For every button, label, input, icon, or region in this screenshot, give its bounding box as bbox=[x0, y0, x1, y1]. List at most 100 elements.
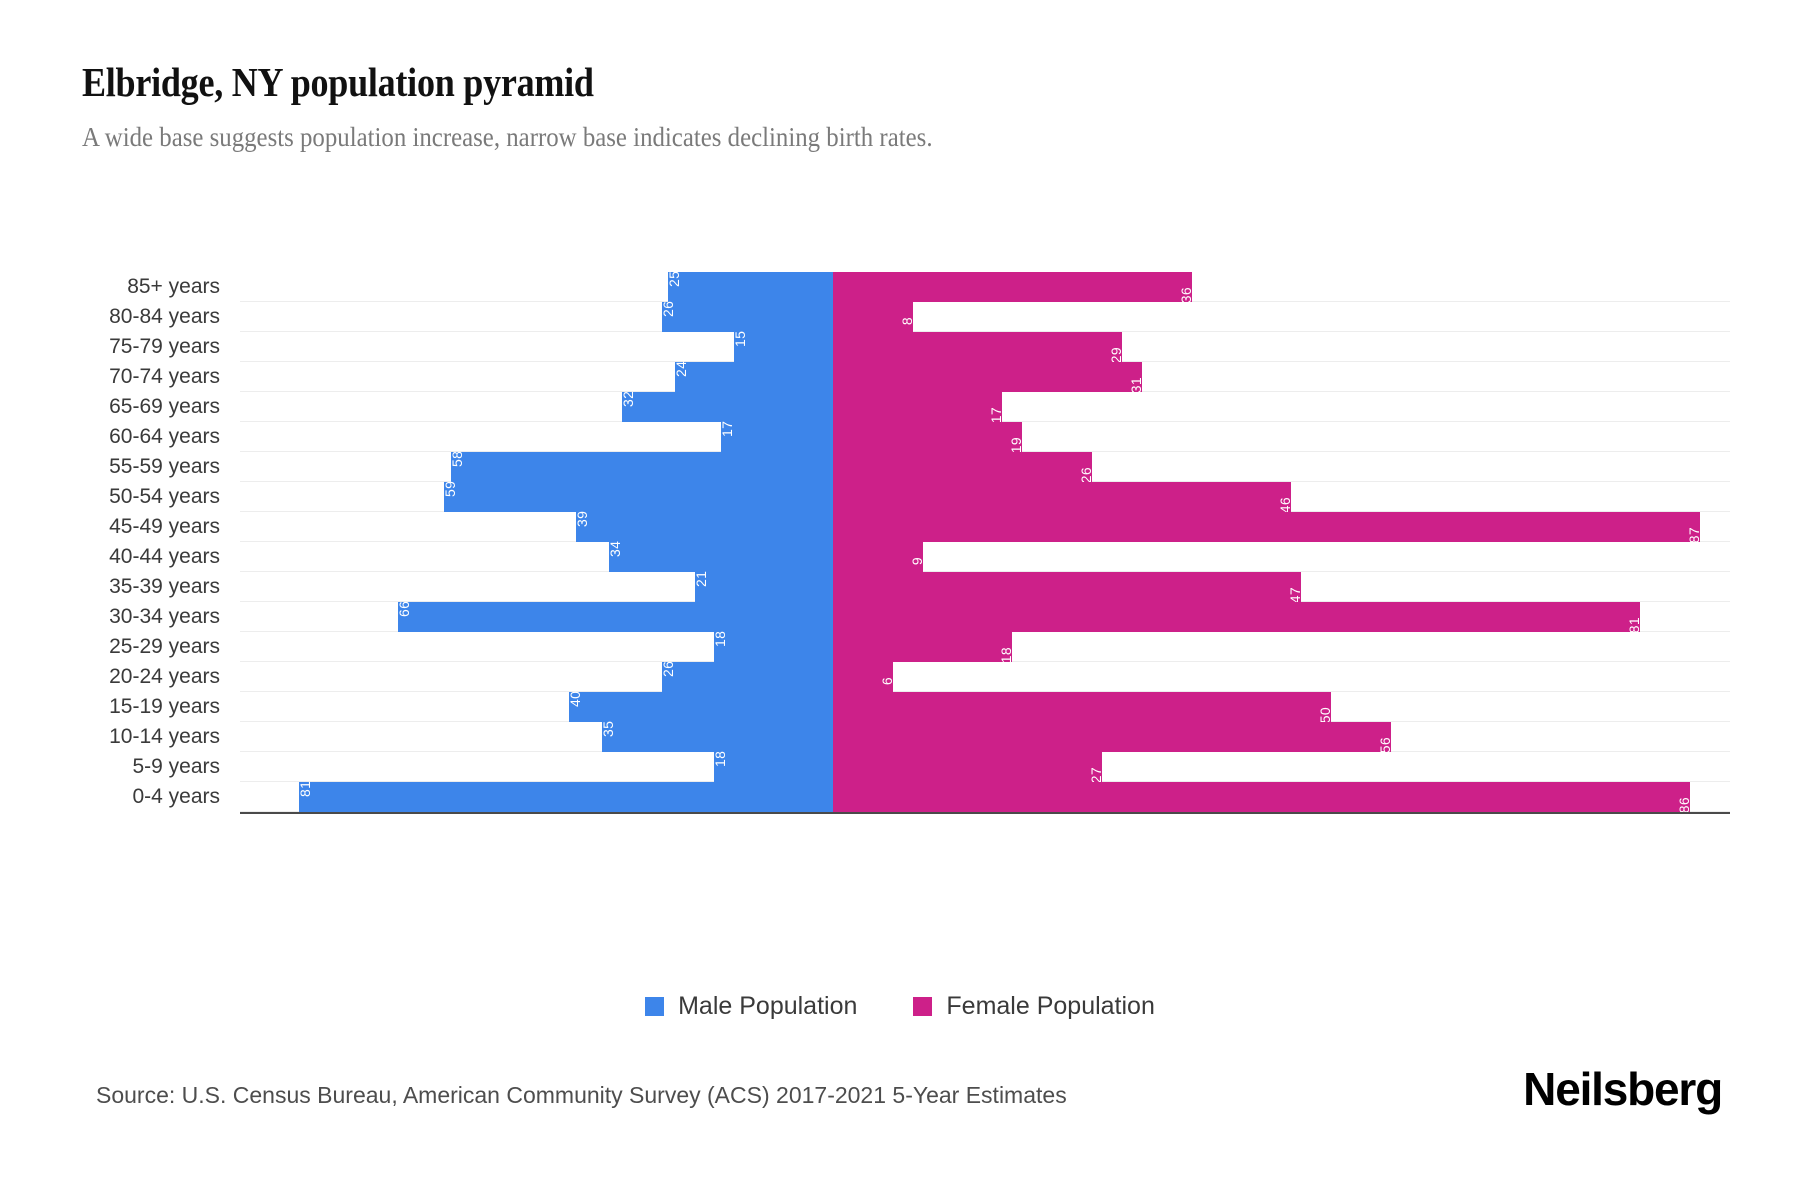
bar-value-female: 18 bbox=[998, 647, 1014, 664]
bar-value-male: 26 bbox=[660, 660, 676, 677]
bar-row: 81 86 bbox=[240, 780, 1730, 813]
bar-female[interactable]: 86 bbox=[833, 782, 1692, 813]
bar-male[interactable]: 18 bbox=[712, 750, 833, 782]
bar-female[interactable]: 31 bbox=[833, 362, 1144, 393]
bar-female[interactable]: 27 bbox=[833, 752, 1104, 783]
bar-female[interactable]: 18 bbox=[833, 632, 1014, 664]
bar-value-female: 9 bbox=[909, 557, 925, 566]
brand-logo: Neilsberg bbox=[1523, 1063, 1723, 1115]
bar-male[interactable]: 32 bbox=[620, 390, 833, 422]
bar-female[interactable]: 50 bbox=[833, 692, 1333, 724]
axis-tick-label: 65-69 years bbox=[109, 395, 220, 418]
bar-row: 40 50 bbox=[240, 691, 1730, 724]
bar-value-female: 50 bbox=[1317, 707, 1333, 724]
y-axis-labels: 85+ years 80-84 years 75-79 years 70-74 yea… bbox=[0, 272, 228, 812]
bar-value-male: 81 bbox=[297, 780, 313, 797]
bar-male[interactable]: 15 bbox=[732, 331, 833, 362]
axis-tick-label: 70-74 years bbox=[109, 365, 220, 388]
bar-female[interactable]: 17 bbox=[833, 392, 1004, 424]
bar-value-male: 18 bbox=[712, 750, 728, 767]
legend-label-female: Female Population bbox=[946, 992, 1155, 1020]
bar-female[interactable]: 19 bbox=[833, 422, 1024, 454]
bar-value-female: 17 bbox=[988, 407, 1004, 424]
bar-value-female: 8 bbox=[899, 317, 915, 326]
axis-tick-label: 10-14 years bbox=[109, 725, 220, 748]
bar-row: 58 26 bbox=[240, 450, 1730, 484]
bar-value-female: 26 bbox=[1078, 467, 1094, 484]
bar-value-female: 56 bbox=[1377, 737, 1393, 754]
bar-value-male: 24 bbox=[673, 360, 689, 377]
bar-value-female: 36 bbox=[1178, 287, 1194, 304]
bar-male[interactable]: 40 bbox=[567, 691, 833, 722]
axis-tick-label: 20-24 years bbox=[109, 665, 220, 688]
gridline bbox=[240, 691, 1730, 692]
bar-value-male: 35 bbox=[600, 720, 616, 737]
bar-female[interactable]: 29 bbox=[833, 332, 1124, 363]
axis-tick-label: 50-54 years bbox=[109, 485, 220, 508]
bar-male[interactable]: 21 bbox=[693, 570, 833, 602]
bar-female[interactable]: 47 bbox=[833, 572, 1303, 603]
bar-female[interactable]: 56 bbox=[833, 722, 1393, 754]
bar-row: 32 17 bbox=[240, 390, 1730, 424]
bar-female[interactable]: 36 bbox=[833, 272, 1194, 304]
chart-subtitle: A wide base suggests population increase… bbox=[82, 122, 933, 152]
bar-male[interactable]: 26 bbox=[660, 660, 833, 692]
bar-value-female: 19 bbox=[1008, 437, 1024, 454]
bar-row: 17 19 bbox=[240, 421, 1730, 454]
bar-male[interactable]: 34 bbox=[607, 541, 833, 572]
legend-item-male[interactable]: Male Population bbox=[645, 992, 857, 1021]
axis-tick-label: 85+ years bbox=[127, 275, 220, 298]
bar-row: 34 9 bbox=[240, 541, 1730, 572]
legend-item-female[interactable]: Female Population bbox=[913, 992, 1155, 1021]
bar-row: 18 27 bbox=[240, 750, 1730, 783]
bar-value-female: 81 bbox=[1626, 617, 1642, 634]
bar-female[interactable]: 26 bbox=[833, 452, 1094, 484]
bar-male[interactable]: 18 bbox=[712, 630, 833, 662]
axis-tick-label: 15-19 years bbox=[109, 695, 220, 718]
bar-male[interactable]: 26 bbox=[660, 300, 833, 332]
bar-row: 18 18 bbox=[240, 630, 1730, 664]
bar-row: 26 8 bbox=[240, 300, 1730, 332]
bar-value-male: 58 bbox=[449, 450, 465, 467]
bar-male[interactable]: 39 bbox=[574, 511, 833, 542]
axis-tick-label: 35-39 years bbox=[109, 575, 220, 598]
axis-tick-label: 25-29 years bbox=[109, 635, 220, 658]
bar-value-male: 18 bbox=[712, 630, 728, 647]
bar-value-male: 66 bbox=[396, 600, 412, 617]
bar-row: 15 29 bbox=[240, 331, 1730, 363]
axis-tick-label: 60-64 years bbox=[109, 425, 220, 448]
bar-value-female: 46 bbox=[1277, 497, 1293, 514]
bar-male[interactable]: 81 bbox=[297, 780, 833, 812]
axis-tick-label: 30-34 years bbox=[109, 605, 220, 628]
bar-male[interactable]: 17 bbox=[719, 421, 833, 452]
bar-female[interactable]: 81 bbox=[833, 602, 1642, 634]
bar-row: 59 46 bbox=[240, 481, 1730, 514]
bar-value-male: 32 bbox=[620, 390, 636, 407]
bar-female[interactable]: 9 bbox=[833, 542, 925, 572]
legend-swatch-male-icon bbox=[645, 997, 665, 1016]
chart-plot-area: 25 36 26 8 15 29 24 31 32 17 17 19 58 26 59 46 39 87 34 9 21… bbox=[240, 270, 1730, 813]
bar-female[interactable]: 8 bbox=[833, 302, 915, 332]
x-axis-baseline bbox=[240, 812, 1730, 814]
bar-value-male: 26 bbox=[660, 300, 676, 317]
bar-value-female: 6 bbox=[879, 677, 895, 686]
bar-male[interactable]: 25 bbox=[666, 270, 833, 302]
bar-row: 25 36 bbox=[240, 270, 1730, 304]
gridline bbox=[240, 331, 1730, 332]
bar-male[interactable]: 24 bbox=[673, 360, 833, 392]
bar-male[interactable]: 59 bbox=[442, 481, 833, 512]
bar-male[interactable]: 66 bbox=[396, 600, 833, 632]
bar-value-male: 21 bbox=[693, 570, 709, 587]
legend-swatch-female-icon bbox=[913, 997, 933, 1016]
axis-tick-label: 0-4 years bbox=[132, 785, 220, 808]
bar-male[interactable]: 58 bbox=[449, 450, 833, 482]
bar-value-male: 25 bbox=[666, 270, 682, 287]
bar-row: 24 31 bbox=[240, 360, 1730, 393]
bar-female[interactable]: 6 bbox=[833, 662, 895, 692]
bar-male[interactable]: 35 bbox=[600, 720, 833, 752]
bar-female[interactable]: 46 bbox=[833, 482, 1293, 514]
bar-female[interactable]: 87 bbox=[833, 512, 1702, 543]
bar-row: 35 56 bbox=[240, 720, 1730, 754]
chart-legend: Male Population Female Population bbox=[0, 992, 1800, 1021]
source-note: Source: U.S. Census Bureau, American Com… bbox=[96, 1082, 1067, 1108]
